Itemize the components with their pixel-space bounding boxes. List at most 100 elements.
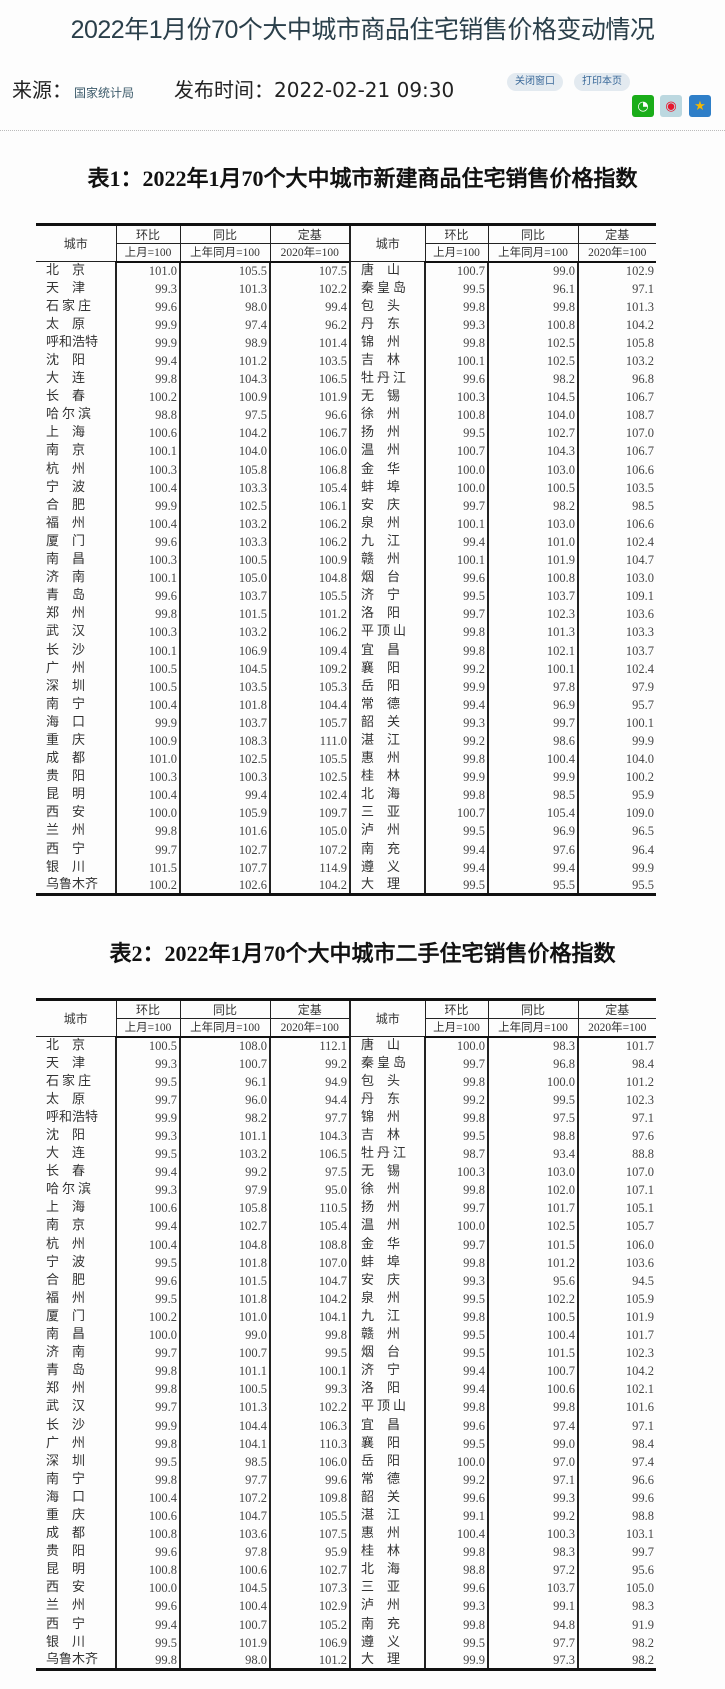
table-row: 武汉 99.7 101.3 102.2 平顶山 99.8 99.8 101.6 — [36, 1398, 656, 1417]
meta-line: 来源： 国家统计局 发布时间： 2022-02-21 09:30 — [12, 74, 454, 103]
fixed-value: 98.3 — [577, 1597, 656, 1616]
fixed-value: 100.1 — [269, 1362, 350, 1381]
city-name: 大理 — [349, 876, 425, 895]
fixed-value: 106.9 — [269, 1633, 350, 1652]
qzone-icon[interactable]: ★ — [689, 95, 711, 117]
fixed-value: 104.7 — [577, 551, 656, 570]
weibo-icon[interactable]: ◉ — [660, 95, 682, 117]
fixed-value: 114.9 — [269, 858, 350, 877]
yoy-value: 102.1 — [487, 641, 578, 660]
fixed-value: 95.9 — [269, 1543, 350, 1562]
city-name: 大连 — [46, 1146, 99, 1162]
yoy-value: 99.2 — [179, 1163, 270, 1182]
fixed-value: 107.1 — [577, 1181, 656, 1200]
mom-value: 101.0 — [115, 261, 180, 280]
yoy-value: 101.8 — [179, 1253, 270, 1272]
fixed-value: 101.3 — [577, 297, 656, 316]
city-name: 常德 — [349, 1470, 425, 1489]
yoy-value: 98.3 — [487, 1036, 578, 1055]
mom-value: 100.7 — [424, 442, 488, 461]
city-name: 南昌 — [46, 552, 99, 568]
table-row: 杭州 100.3 105.8 106.8 金华 100.0 103.0 106.6 — [36, 460, 656, 479]
source-link[interactable]: 国家统计局 — [74, 86, 135, 100]
yoy-value: 100.4 — [179, 1597, 270, 1616]
fixed-value: 97.1 — [577, 1416, 656, 1435]
city-name: 南京 — [46, 443, 99, 459]
fixed-value: 98.2 — [577, 1651, 656, 1670]
mom-value: 99.6 — [424, 1416, 488, 1435]
mom-value: 99.4 — [115, 1217, 180, 1236]
table-row: 长春 99.4 99.2 97.5 无锡 100.3 103.0 107.0 — [36, 1163, 656, 1182]
yoy-value: 99.4 — [179, 786, 270, 805]
yoy-value: 99.8 — [487, 1398, 578, 1417]
city-name: 扬州 — [349, 1199, 425, 1218]
mom-value: 98.7 — [424, 1145, 488, 1164]
mom-value: 99.7 — [424, 605, 488, 624]
fixed-value: 98.8 — [577, 1506, 656, 1526]
mom-value: 100.9 — [115, 731, 180, 751]
fixed-value: 98.5 — [577, 496, 656, 515]
fixed-value: 106.0 — [269, 442, 350, 461]
city-name: 蚌埠 — [349, 1253, 425, 1272]
mom-value: 100.0 — [115, 1326, 180, 1345]
wechat-icon[interactable]: ◔ — [632, 95, 654, 117]
city-name: 吉林 — [349, 351, 425, 371]
fixed-value: 103.7 — [577, 641, 656, 660]
table-row: 郑州 99.8 100.5 99.3 洛阳 99.4 100.6 102.1 — [36, 1380, 656, 1399]
fixed-value: 101.7 — [577, 1326, 656, 1345]
city-name: 包头 — [349, 297, 425, 316]
yoy-base-header: 上年同月=100 — [179, 1018, 271, 1038]
city-name: 长沙 — [46, 642, 99, 658]
fixed-value: 98.2 — [577, 1633, 656, 1652]
publish-time: 2022-02-21 09:30 — [274, 78, 455, 102]
yoy-value: 100.6 — [179, 1561, 270, 1580]
mom-value: 99.6 — [424, 370, 488, 389]
fixed-value: 104.2 — [269, 876, 350, 895]
mom-value: 99.7 — [115, 1344, 180, 1363]
mom-value: 99.8 — [424, 1108, 488, 1127]
mom-value: 99.6 — [115, 1597, 180, 1616]
table-row: 长沙 100.1 106.9 109.4 宜昌 99.8 102.1 103.7 — [36, 641, 656, 660]
yoy-value: 98.5 — [487, 786, 578, 805]
mom-value: 100.2 — [115, 876, 180, 895]
city-name: 韶关 — [349, 713, 425, 732]
fixed-value: 101.9 — [269, 388, 350, 407]
fixed-value: 109.2 — [269, 659, 350, 678]
yoy-value: 106.9 — [179, 641, 270, 660]
city-name: 吉林 — [349, 1126, 425, 1146]
table-row: 石家庄 99.6 98.0 99.4 包头 99.8 99.8 101.3 — [36, 297, 656, 316]
table-row: 福州 99.5 101.8 104.2 泉州 99.5 102.2 105.9 — [36, 1289, 656, 1308]
yoy-value: 104.5 — [487, 388, 578, 407]
yoy-value: 101.3 — [179, 279, 270, 298]
table-row: 哈尔滨 98.8 97.5 96.6 徐州 100.8 104.0 108.7 — [36, 406, 656, 425]
city-name: 赣州 — [349, 551, 425, 570]
city-name: 石家庄 — [46, 1073, 95, 1089]
close-window-button[interactable]: 关闭窗口 — [507, 73, 563, 91]
fixed-value: 106.7 — [577, 442, 656, 461]
yoy-value: 101.5 — [487, 1235, 578, 1254]
mom-value: 99.8 — [115, 605, 180, 624]
city-name: 西宁 — [46, 1616, 99, 1632]
city-name: 兰州 — [46, 1598, 99, 1614]
yoy-value: 100.0 — [487, 1072, 578, 1091]
table-row: 西安 100.0 105.9 109.7 三亚 100.7 105.4 109.0 — [36, 804, 656, 823]
city-name: 徐州 — [349, 1181, 425, 1200]
mom-value: 99.6 — [115, 587, 180, 606]
city-name: 西安 — [46, 1580, 99, 1596]
table-row: 济南 100.1 105.0 104.8 烟台 99.6 100.8 103.0 — [36, 569, 656, 588]
fixed-value: 104.1 — [269, 1307, 350, 1326]
city-name: 贵阳 — [46, 1544, 99, 1560]
city-name: 石家庄 — [46, 298, 95, 314]
print-page-button[interactable]: 打印本页 — [574, 73, 630, 91]
fixed-value: 103.0 — [577, 569, 656, 588]
mom-value: 99.9 — [424, 1651, 488, 1670]
mom-value: 99.8 — [115, 370, 180, 389]
mom-value: 99.4 — [424, 1362, 488, 1381]
city-name: 平顶山 — [349, 1398, 425, 1417]
mom-value: 100.0 — [115, 1579, 180, 1598]
fixed-value: 107.0 — [577, 1163, 656, 1182]
fixed-value: 107.0 — [269, 1253, 350, 1272]
fixed-value: 104.4 — [269, 695, 350, 714]
mom-header: 环比 — [115, 224, 181, 244]
table-row: 杭州 100.4 104.8 108.8 金华 99.7 101.5 106.0 — [36, 1235, 656, 1254]
